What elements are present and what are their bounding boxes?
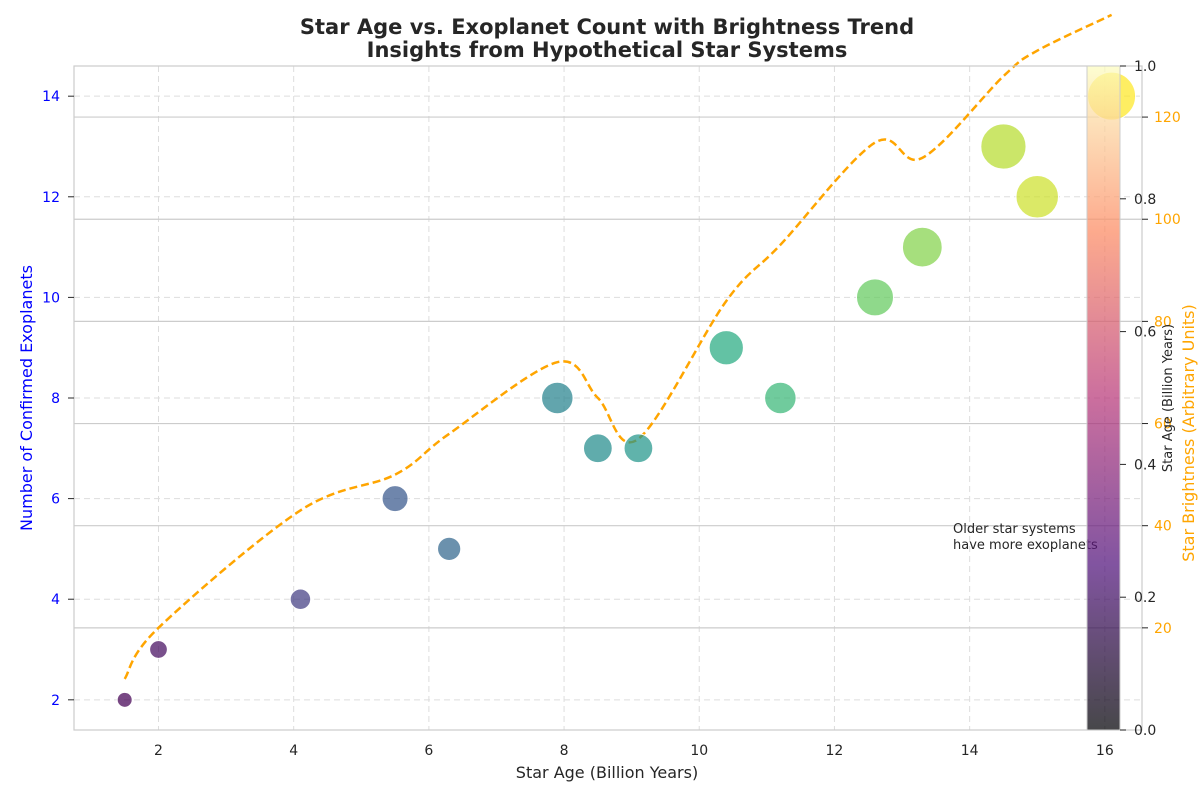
y-axis-label: Number of Confirmed Exoplanets xyxy=(17,265,36,531)
chart-title: Star Age vs. Exoplanet Count with Bright… xyxy=(300,15,914,39)
y2-tick-label: 120 xyxy=(1154,110,1181,126)
brightness-trend xyxy=(125,15,1112,679)
colorbar-tick-label: 0.2 xyxy=(1134,590,1156,606)
grid xyxy=(74,66,1142,730)
scatter-point xyxy=(1016,176,1059,219)
scatter-point xyxy=(902,227,942,267)
scatter-point xyxy=(765,382,797,414)
scatter-points xyxy=(117,72,1135,707)
y-tick-label: 14 xyxy=(42,89,60,105)
y-tick-label: 8 xyxy=(51,391,60,407)
x-tick-label: 4 xyxy=(289,743,298,759)
annotation-line-1: Older star systems xyxy=(953,522,1076,537)
x-tick-label: 16 xyxy=(1096,743,1114,759)
y-tick-label: 12 xyxy=(42,190,60,206)
colorbar-tick-label: 0.6 xyxy=(1134,325,1156,341)
scatter-point xyxy=(624,434,653,463)
x-tick-label: 6 xyxy=(424,743,433,759)
y2-tick-label: 100 xyxy=(1154,212,1181,228)
scatter-point xyxy=(117,692,132,707)
scatter-point xyxy=(981,124,1026,169)
y-axis-ticks: 2 4 6 8 10 12 14 xyxy=(42,89,74,709)
y-tick-label: 2 xyxy=(51,693,60,709)
colorbar-ticks: 0.0 0.2 0.4 0.6 0.8 1.0 xyxy=(1120,59,1156,739)
x-tick-label: 12 xyxy=(826,743,844,759)
y-tick-label: 10 xyxy=(42,290,60,306)
x-tick-label: 10 xyxy=(690,743,708,759)
annotation-line-2: have more exoplanets xyxy=(953,538,1098,553)
colorbar-tick-label: 1.0 xyxy=(1134,59,1156,75)
x-tick-label: 2 xyxy=(154,743,163,759)
scatter-point xyxy=(438,537,461,560)
scatter-point xyxy=(382,486,408,512)
colorbar-tick-label: 0.4 xyxy=(1134,457,1156,473)
x-axis-label: Star Age (Billion Years) xyxy=(516,763,698,782)
x-axis-ticks: 2 4 6 8 10 12 14 16 xyxy=(154,743,1114,759)
y-tick-label: 4 xyxy=(51,592,60,608)
x-tick-label: 14 xyxy=(961,743,979,759)
x-tick-label: 8 xyxy=(560,743,569,759)
colorbar-label: Star Age (Billion Years) xyxy=(1161,324,1176,472)
y-tick-label: 6 xyxy=(51,492,60,508)
colorbar-tick-label: 0.8 xyxy=(1134,192,1156,208)
colorbar-tick-label: 0.0 xyxy=(1134,723,1156,739)
scatter-point xyxy=(857,279,894,316)
scatter-point xyxy=(709,331,743,365)
scatter-point xyxy=(583,434,612,463)
y2-axis-label: Star Brightness (Arbitrary Units) xyxy=(1179,304,1198,562)
annotation-text: Older star systems have more exoplanets xyxy=(953,522,1098,553)
scatter-point xyxy=(150,641,168,659)
y2-tick-label: 20 xyxy=(1154,621,1172,637)
chart-subtitle: Insights from Hypothetical Star Systems xyxy=(367,38,848,62)
scatter-point xyxy=(290,589,311,610)
scatter-point xyxy=(542,382,574,414)
brightness-trend-line xyxy=(125,15,1112,679)
y2-tick-label: 40 xyxy=(1154,519,1172,535)
colorbar xyxy=(1087,66,1120,730)
